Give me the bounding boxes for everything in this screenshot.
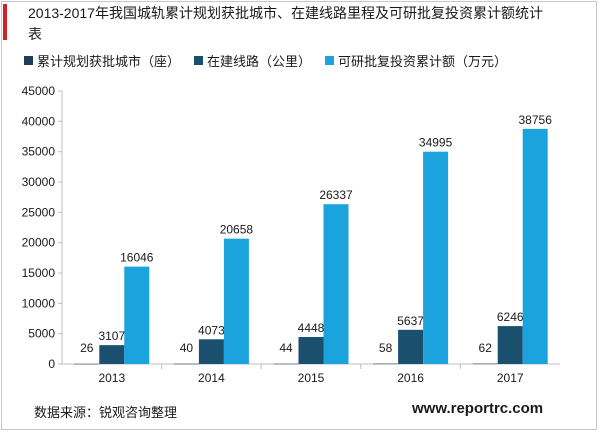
data-label: 4073 — [198, 323, 225, 337]
data-label: 62 — [479, 341, 493, 355]
bar-cities — [273, 363, 299, 365]
data-label: 20658 — [220, 223, 254, 237]
bar-investment — [522, 128, 548, 364]
y-tick-label: 45000 — [22, 84, 56, 98]
y-tick-label: 40000 — [22, 114, 56, 128]
legend-label-investment: 可研批复投资累计额（万元） — [338, 53, 508, 69]
data-label: 26337 — [319, 188, 353, 202]
bar-lines — [298, 337, 324, 364]
y-tick-label: 10000 — [22, 296, 56, 310]
data-label: 26 — [80, 341, 94, 355]
data-label: 44 — [279, 341, 293, 355]
bar-investment — [323, 204, 349, 364]
bar-cities — [472, 363, 498, 365]
bar-investment — [124, 266, 150, 364]
x-tick-label: 2013 — [98, 371, 125, 385]
legend-label-cities: 累计规划获批城市（座） — [37, 53, 181, 69]
source-note: 数据来源：锐观咨询整理 — [34, 405, 178, 420]
data-label: 4448 — [298, 321, 325, 335]
legend-label-lines: 在建线路（公里） — [207, 53, 312, 69]
x-tick-label: 2017 — [497, 371, 524, 385]
legend-item-investment: 可研批复投资累计额（万元） — [325, 51, 507, 70]
y-tick-label: 35000 — [22, 145, 56, 159]
legend: 累计规划获批城市（座） 在建线路（公里） 可研批复投资累计额（万元） — [24, 50, 513, 70]
bar-lines — [497, 326, 523, 364]
bar-cities — [74, 363, 100, 365]
y-tick-label: 20000 — [22, 236, 56, 250]
bar-lines — [398, 329, 424, 364]
data-label: 16046 — [120, 251, 154, 265]
data-label: 3107 — [98, 329, 125, 343]
data-label: 38756 — [519, 113, 553, 127]
legend-item-cities: 累计规划获批城市（座） — [24, 51, 180, 70]
y-tick-label: 0 — [48, 357, 55, 371]
legend-swatch-investment — [325, 55, 335, 65]
bar-cities — [173, 363, 199, 365]
x-tick-label: 2014 — [198, 371, 225, 385]
bar-investment — [423, 151, 449, 364]
x-tick-label: 2016 — [397, 371, 424, 385]
bar-lines — [99, 345, 125, 364]
legend-swatch-lines — [194, 55, 204, 65]
legend-swatch-cities — [24, 55, 33, 65]
y-tick-label: 25000 — [22, 205, 56, 219]
data-label: 40 — [180, 341, 194, 355]
data-label: 5637 — [397, 314, 424, 328]
title-accent-bar — [3, 4, 7, 40]
data-label: 58 — [379, 341, 393, 355]
data-label: 6246 — [497, 310, 524, 324]
bar-lines — [198, 339, 224, 364]
website-label: www.reportrc.com — [412, 400, 544, 417]
x-tick-label: 2015 — [298, 371, 325, 385]
data-label: 34995 — [419, 136, 453, 150]
bar-cities — [373, 363, 399, 365]
bar-investment — [223, 238, 249, 364]
y-tick-label: 15000 — [22, 266, 56, 280]
chart-title: 2013-2017年我国城轨累计规划获批城市、在建线路里程及可研批复投资累计额统… — [28, 5, 543, 42]
legend-item-lines: 在建线路（公里） — [194, 51, 311, 70]
y-tick-label: 5000 — [28, 327, 55, 341]
y-tick-label: 30000 — [22, 175, 56, 189]
